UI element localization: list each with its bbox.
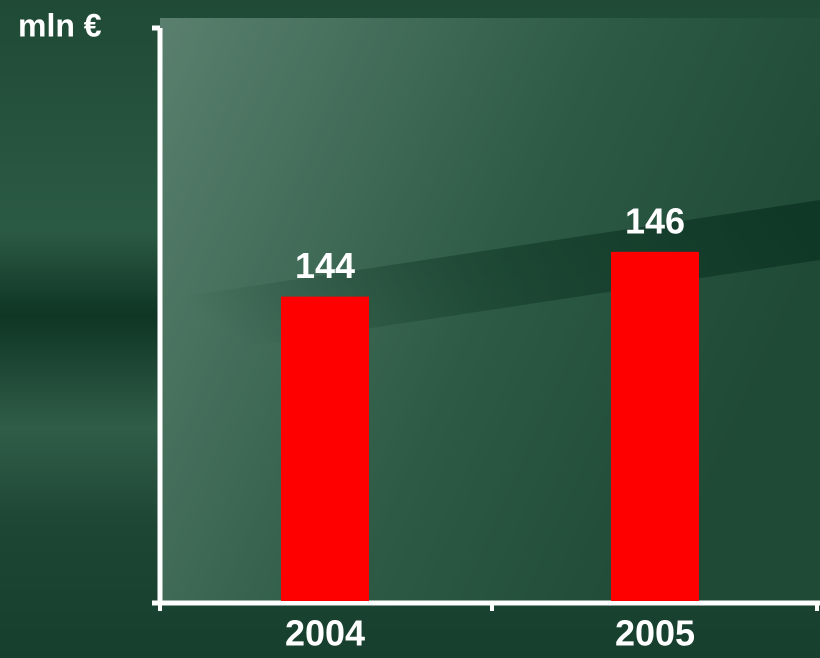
y-axis-label: mln € (18, 7, 102, 43)
value-label: 144 (295, 245, 355, 286)
x-tick-label: 2005 (615, 613, 695, 654)
bar (611, 251, 699, 601)
x-tick-label: 2004 (285, 613, 365, 654)
value-label: 146 (625, 200, 685, 241)
bar (281, 296, 369, 601)
